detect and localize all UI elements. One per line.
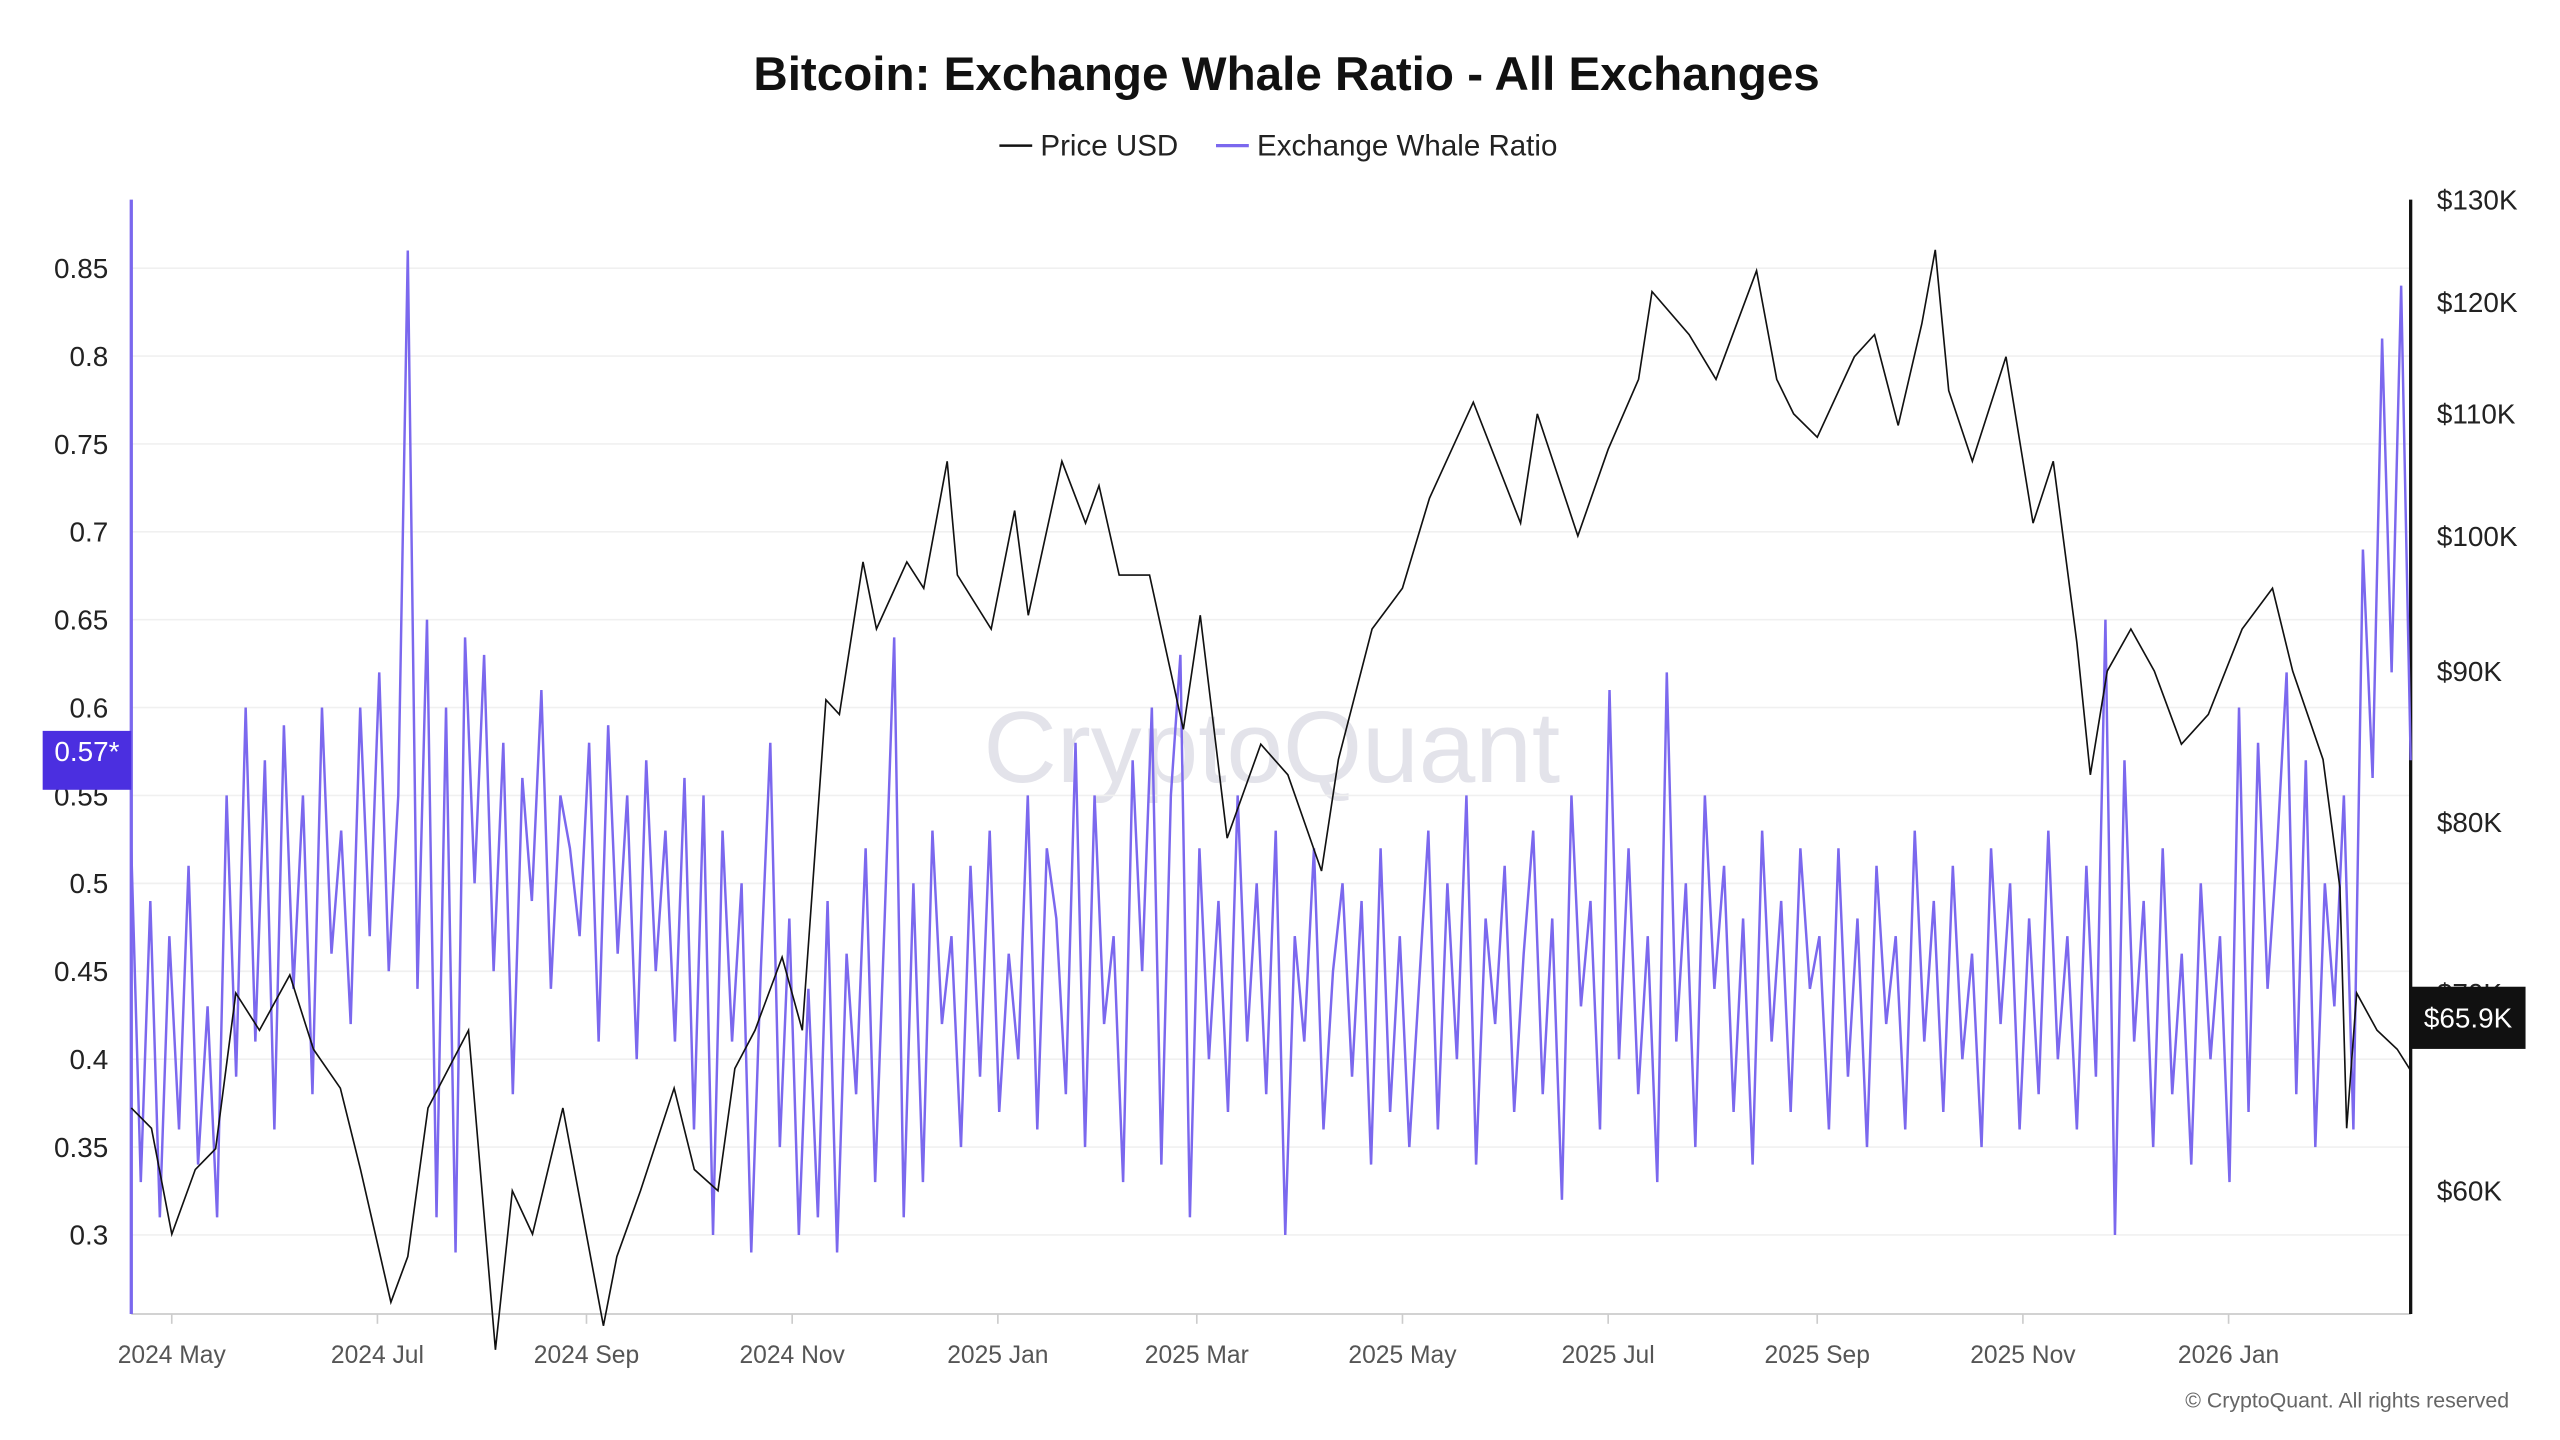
x-tick-label: 2025 Mar <box>1145 1342 1249 1369</box>
x-tick-label: 2025 Jul <box>1562 1342 1655 1369</box>
price-line <box>130 249 2412 1350</box>
right-tick-label: $100K <box>2437 521 2518 552</box>
right-tick-label: $110K <box>2437 399 2516 430</box>
left-tick-label: 0.4 <box>70 1044 109 1075</box>
left-tick-label: 0.3 <box>70 1220 109 1251</box>
x-tick-label: 2024 Sep <box>534 1342 639 1369</box>
left-tick-label: 0.85 <box>54 253 108 284</box>
right-tick-label: $80K <box>2437 807 2503 838</box>
legend-whale-label[interactable]: Exchange Whale Ratio <box>1257 129 1557 162</box>
watermark: CryptoQuant <box>983 690 1560 804</box>
x-tick-label: 2024 Jul <box>331 1342 424 1369</box>
current-whale-badge: 0.57* <box>42 730 132 790</box>
x-tick-label: 2024 Nov <box>739 1342 845 1369</box>
chart-title: Bitcoin: Exchange Whale Ratio - All Exch… <box>753 48 1819 101</box>
x-tick-label: 2025 Sep <box>1765 1342 1870 1369</box>
right-axis: $60K$70K$80K$90K$100K$110K$120K$130K <box>2437 184 2518 1206</box>
right-tick-label: $120K <box>2437 287 2518 318</box>
x-tick-label: 2026 Jan <box>2178 1342 2279 1369</box>
whale-ratio-line <box>130 250 2412 1253</box>
x-tick-label: 2025 Nov <box>1970 1342 2076 1369</box>
left-tick-label: 0.45 <box>54 956 108 987</box>
current-price-badge: $65.9K <box>2410 986 2526 1049</box>
current-whale-value: 0.57* <box>54 736 119 767</box>
copyright-footer: © CryptoQuant. All rights reserved <box>2185 1388 2509 1412</box>
left-tick-label: 0.35 <box>54 1132 108 1163</box>
left-tick-label: 0.7 <box>70 517 109 548</box>
right-tick-label: $130K <box>2437 184 2518 215</box>
x-tick-label: 2025 Jan <box>947 1342 1048 1369</box>
x-tick-label: 2024 May <box>118 1342 227 1369</box>
left-tick-label: 0.5 <box>70 868 109 899</box>
left-tick-label: 0.75 <box>54 429 108 460</box>
left-tick-label: 0.8 <box>70 341 109 372</box>
legend: Price USD Exchange Whale Ratio <box>999 129 1557 162</box>
x-tick-label: 2025 May <box>1348 1342 1457 1369</box>
legend-price-label[interactable]: Price USD <box>1040 129 1178 162</box>
left-tick-label: 0.65 <box>54 605 108 636</box>
left-axis: 0.30.350.40.450.50.550.60.650.70.750.80.… <box>54 253 108 1251</box>
right-tick-label: $90K <box>2437 656 2503 687</box>
x-axis: 2024 May 2024 Jul 2024 Sep 2024 Nov 2025 Jan… <box>118 1314 2279 1369</box>
right-tick-label: $60K <box>2437 1176 2503 1207</box>
gridlines <box>131 267 2411 1236</box>
left-tick-label: 0.6 <box>70 692 109 723</box>
current-price-value: $65.9K <box>2424 1003 2513 1034</box>
